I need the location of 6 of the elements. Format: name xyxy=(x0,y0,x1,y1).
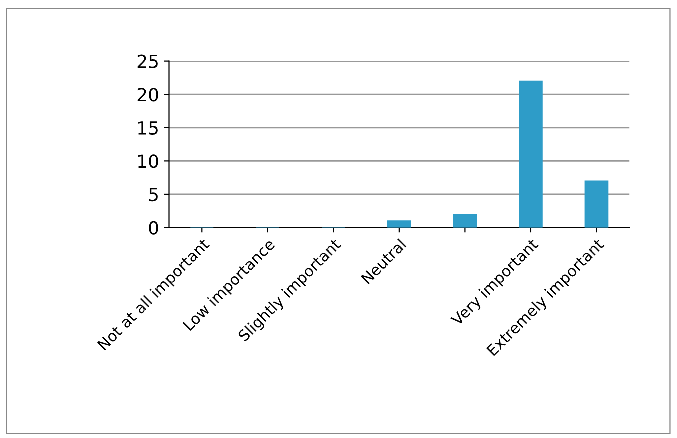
y-tick-label: 0 xyxy=(149,221,158,235)
y-tick-label: 5 xyxy=(149,188,158,202)
y-tick-label: 20 xyxy=(138,88,158,102)
y-tick-label: 15 xyxy=(138,122,158,136)
y-tick-label: 10 xyxy=(138,154,158,168)
y-tick-label: 25 xyxy=(138,54,158,68)
